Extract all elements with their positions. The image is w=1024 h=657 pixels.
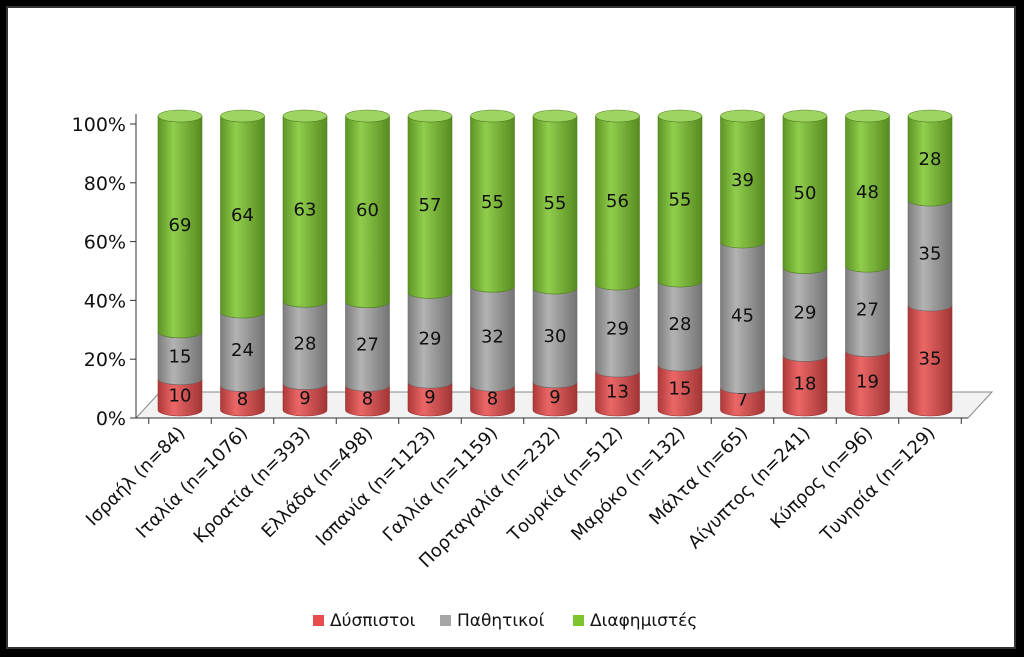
data-label: 28 [919,149,942,170]
y-tick-label: 0% [96,408,126,430]
data-label: 15 [169,346,192,367]
data-label: 48 [856,182,879,203]
bar-top-cap [657,109,703,123]
bar-group: 9 29 57 [407,109,453,417]
legend-swatch [313,615,324,626]
data-label: 28 [294,333,317,354]
data-label: 9 [424,387,435,408]
data-label: 45 [731,306,754,327]
data-label: 27 [356,334,379,355]
bar-top-cap [407,109,453,123]
data-label: 30 [544,326,567,347]
data-label: 35 [919,349,942,370]
data-label: 35 [919,244,942,265]
data-label: 19 [856,371,879,392]
data-label: 8 [362,389,373,410]
bar-top-cap [720,109,765,123]
legend-label: Δύσπιστοι [330,611,416,631]
chart-frame: 0% 20% 40% 60% 80% 100% 10 15 69 8 24 64 9 28 63 8 27 60… [6,6,1016,649]
legend-label: Διαφημιστές [590,611,697,631]
bar-top-cap [345,109,390,123]
data-label: 32 [481,327,504,348]
y-tick-label: 100% [72,114,126,136]
data-label: 39 [731,170,754,191]
data-label: 69 [169,215,192,236]
data-label: 27 [856,299,879,320]
bars: 10 15 69 8 24 64 9 28 63 8 27 60 9 29 57 8 32 55 9 30 55 13 29… [157,109,953,417]
bar-group: 19 27 48 [845,109,890,417]
bar-top-cap [595,109,640,123]
data-label: 29 [606,319,629,340]
bar-group: 35 35 28 [907,109,953,417]
data-label: 8 [487,389,498,410]
data-label: 24 [231,340,254,361]
bar-group: 18 29 50 [782,109,828,417]
x-tick-label: Ελλάδα (n=498) [258,423,378,543]
data-label: 64 [231,205,254,226]
y-tick-label: 40% [84,290,126,312]
x-tick-label: Τυνησία (n=129) [816,423,940,547]
bar-group: 13 29 56 [595,109,640,417]
legend: Δύσπιστοι Παθητικοί Διαφημιστές [313,611,697,631]
y-tick-label: 80% [84,173,126,195]
bar-top-cap [532,109,578,123]
legend-swatch [573,615,584,626]
y-tick-label: 60% [84,232,126,254]
legend-swatch [440,615,451,626]
data-label: 55 [544,193,567,214]
bar-top-cap [845,109,890,123]
legend-item: Δύσπιστοι [313,611,416,631]
data-label: 29 [419,328,442,349]
bar-top-cap [782,109,828,123]
data-label: 60 [356,200,379,221]
data-label: 8 [237,389,248,410]
legend-item: Διαφημιστές [573,611,697,631]
data-label: 9 [299,388,310,409]
bar-top-cap [907,109,953,123]
y-tick-label: 20% [84,349,126,371]
x-tick-label: Τουρκία (n=512) [503,423,627,547]
bar-group: 15 28 55 [657,109,703,417]
x-axis-labels: Ισραήλ (n=84)Ιταλία (n=1076)Κροατία (n=3… [82,423,940,572]
data-label: 57 [419,195,442,216]
x-tick-label: Ιταλία (n=1076) [132,423,252,543]
legend-item: Παθητικοί [440,611,545,631]
bar-top-cap [470,109,515,123]
data-label: 7 [737,390,748,411]
bar-group: 8 24 64 [220,109,265,417]
data-label: 15 [669,379,692,400]
data-label: 18 [794,374,817,395]
data-label: 13 [606,382,629,403]
data-label: 55 [481,192,504,213]
bar-group: 10 15 69 [157,109,203,417]
data-label: 56 [606,191,629,212]
x-tick-label: Κροατία (n=393) [190,423,315,548]
bar-top-cap [157,109,203,123]
x-tick-label: Γαλλία (n=1159) [379,423,502,546]
x-tick-label: Ισπανία (n=1123) [312,423,440,551]
legend-label: Παθητικοί [457,611,545,631]
data-label: 29 [794,302,817,323]
x-tick-label: Μαρόκο (n=132) [567,423,689,545]
data-label: 10 [169,385,192,406]
bar-group: 8 27 60 [345,109,390,417]
bar-group: 7 45 39 [720,109,765,417]
data-label: 50 [794,183,817,204]
bar-group: 9 28 63 [282,109,328,417]
bar-top-cap [282,109,328,123]
bar-top-cap [220,109,265,123]
stacked-cylinder-chart: 0% 20% 40% 60% 80% 100% 10 15 69 8 24 64 9 28 63 8 27 60… [72,109,994,631]
bar-group: 8 32 55 [470,109,515,417]
data-label: 55 [669,190,692,211]
bar-group: 9 30 55 [532,109,578,417]
x-tick-label: Αίγυπτος (n=241) [684,423,814,553]
data-label: 9 [549,387,560,408]
data-label: 28 [669,314,692,335]
data-label: 63 [294,200,317,221]
